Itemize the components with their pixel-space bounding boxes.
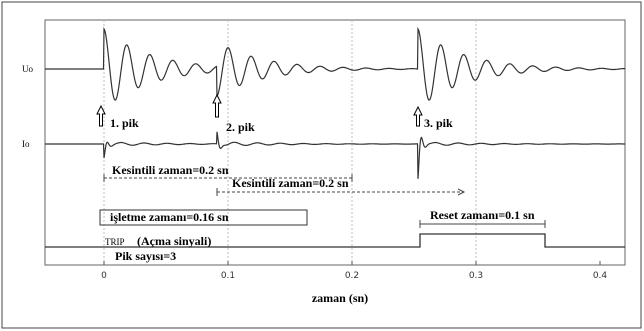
arrow-up-icon <box>413 105 423 127</box>
io-waveform <box>45 131 625 179</box>
x-axis-label: zaman (sn) <box>312 291 368 305</box>
pik-sayisi-label: Pik sayısı=3 <box>115 249 176 263</box>
reset-span <box>419 220 546 228</box>
arrow-up-icon <box>212 93 222 118</box>
uo-waveform <box>45 26 625 101</box>
isletme-label: işletme zamanı=0.16 sn <box>110 210 229 224</box>
uo-label: Uo <box>22 64 33 74</box>
io-label: Io <box>22 139 30 149</box>
tick-label-0-2: 0.2 <box>345 271 359 281</box>
isletme-box <box>99 209 308 226</box>
tick-label-0-1: 0.1 <box>221 271 235 281</box>
trip-tag: TRIP <box>105 237 125 247</box>
trip-signal <box>45 233 625 248</box>
peak-label-1: 1. pik <box>110 116 139 130</box>
kesintili-span-1 <box>103 174 353 182</box>
plot-area <box>44 19 626 266</box>
trip-text: (Açma sinyali) <box>137 234 211 248</box>
peak-label-2: 2. pik <box>226 120 255 134</box>
tick-label-0-4: 0.4 <box>593 271 608 281</box>
arrow-up-icon <box>96 104 106 127</box>
x-ticks <box>103 261 601 265</box>
kesintili-label-2: Kesintili zaman=0.2 sn <box>232 176 349 190</box>
tick-label-0-3: 0.3 <box>469 271 483 281</box>
reset-label: Reset zamanı=0.1 sn <box>430 208 535 222</box>
kesintili-label-1: Kesintili zaman=0.2 sn <box>112 163 229 177</box>
peak-label-3: 3. pik <box>424 116 453 130</box>
peak-arrows <box>96 93 423 127</box>
kesintili-span-2 <box>216 188 466 196</box>
tick-label-0: 0 <box>101 271 107 281</box>
